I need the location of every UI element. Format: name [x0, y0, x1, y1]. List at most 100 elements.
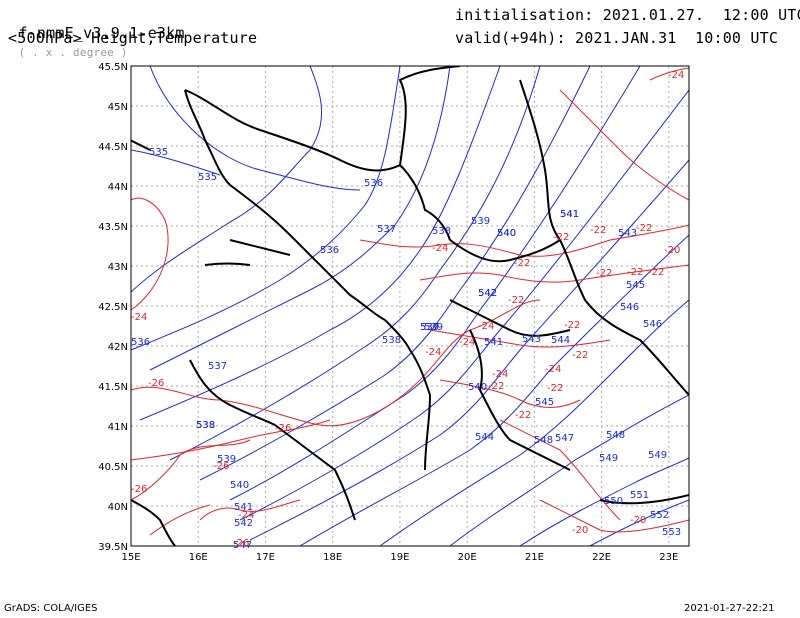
height-label: 544	[551, 335, 570, 346]
temp-label: -22	[596, 268, 612, 279]
lat-tick-label: 45.5N	[98, 62, 128, 73]
temperature-contours	[131, 67, 689, 536]
lon-tick-label: 16E	[189, 552, 208, 563]
temp-label: -22	[572, 350, 588, 361]
height-contour-labels: 535 535 536 536 537 538 539 540 541 543 …	[131, 147, 681, 551]
height-label: 539	[420, 322, 439, 333]
height-label: 543	[522, 334, 541, 345]
height-label: 548	[606, 430, 625, 441]
temp-label: -20	[664, 245, 680, 256]
height-label: 543	[618, 228, 637, 239]
lat-tick-label: 39.5N	[98, 542, 128, 553]
temp-label: -26	[148, 378, 164, 389]
lat-tick-label: 43.5N	[98, 222, 128, 233]
temp-label: -24	[238, 510, 254, 521]
lon-tick-label: 20E	[458, 552, 477, 563]
temp-label: -22	[514, 258, 530, 269]
height-label: 546	[620, 302, 639, 313]
temp-label: -26	[233, 538, 249, 549]
lon-tick-label: 18E	[323, 552, 342, 563]
temp-label: -24	[131, 312, 147, 323]
height-label: 537	[377, 224, 396, 235]
lon-tick-label: 19E	[390, 552, 409, 563]
height-label: 537	[420, 322, 439, 333]
height-label: 539	[217, 454, 236, 465]
temp-label: -24	[545, 364, 561, 375]
height-label: 538	[382, 335, 401, 346]
temp-label: -22	[590, 225, 606, 236]
lon-tick-label: 17E	[256, 552, 275, 563]
lon-tick-label: 15E	[121, 552, 140, 563]
temp-label: -22	[508, 295, 524, 306]
height-label: 537	[208, 361, 227, 372]
height-label: 541	[484, 337, 503, 348]
lon-tick-label: 22E	[592, 552, 611, 563]
height-label: 549	[648, 450, 667, 461]
height-label: 544	[475, 432, 494, 443]
height-label: 538	[196, 420, 215, 431]
footer-credit: GrADS: COLA/IGES	[4, 603, 98, 614]
height-label: 540	[497, 228, 516, 239]
lat-tick-label: 44.5N	[98, 142, 128, 153]
lat-lon-grid	[131, 66, 689, 546]
height-label: 546	[643, 319, 662, 330]
map-background	[131, 66, 689, 546]
height-label: 539	[424, 322, 443, 333]
lon-tick-label: 21E	[525, 552, 544, 563]
height-label: 535	[198, 172, 217, 183]
height-label: 538	[432, 226, 451, 237]
height-label: 536	[131, 337, 150, 348]
valid-time: valid(+94h): 2021.JAN.31 10:00 UTC	[455, 29, 779, 47]
height-label: 539	[471, 216, 490, 227]
temp-label: -22	[648, 267, 664, 278]
lon-tick-labels: 15E 16E 17E 18E 19E 20E 21E 22E 23E	[121, 552, 678, 563]
lat-tick-label: 41.5N	[98, 382, 128, 393]
height-label: 545	[626, 280, 645, 291]
height-label: 547	[233, 540, 252, 551]
height-label: 542	[478, 288, 497, 299]
coastlines-borders	[131, 66, 689, 546]
temp-label: -22	[547, 383, 563, 394]
model-title: f-nmmE_v3.9.1-e3km ( . x . degree )	[0, 6, 185, 60]
lat-tick-label: 42.5N	[98, 302, 128, 313]
temp-label: -22	[564, 320, 580, 331]
temp-label: -24	[492, 369, 508, 380]
lat-tick-label: 40.5N	[98, 462, 128, 473]
height-label: 553	[662, 527, 681, 538]
temp-label: -22	[515, 410, 531, 421]
height-label: 536	[364, 178, 383, 189]
temp-label: -24	[478, 321, 494, 332]
height-label: 541	[234, 502, 253, 513]
temp-label: -20	[630, 515, 646, 526]
temp-label: -24	[425, 347, 441, 358]
height-label: 542	[478, 288, 497, 299]
height-label: 535	[149, 147, 168, 158]
lat-tick-label: 42N	[108, 342, 128, 353]
height-label: 542	[234, 518, 253, 529]
height-label: 551	[630, 490, 649, 501]
temp-label: -20	[572, 525, 588, 536]
height-label: 538	[196, 420, 215, 431]
temp-label: -26	[131, 484, 147, 495]
height-label: 541	[560, 209, 579, 220]
temp-label: -26	[213, 461, 229, 472]
height-label: 552	[650, 510, 669, 521]
height-contours	[131, 66, 689, 546]
temp-label: -22	[553, 232, 569, 243]
height-label: 540	[230, 480, 249, 491]
height-label: 547	[555, 433, 574, 444]
lon-tick-label: 23E	[659, 552, 678, 563]
height-label: 550	[604, 496, 623, 507]
height-label: 540	[497, 228, 516, 239]
lat-tick-label: 43N	[108, 262, 128, 273]
height-label: 536	[320, 245, 339, 256]
projection-note: ( . x . degree )	[18, 46, 128, 59]
temp-label: -22	[488, 381, 504, 392]
lat-tick-labels: 39.5N 40N 40.5N 41N 41.5N 42N 42.5N 43N 43.5N 44N…	[98, 62, 128, 553]
temp-label: -24	[668, 70, 684, 81]
height-label: 540	[468, 382, 487, 393]
temperature-contour-labels: -24 -22 -22 -22 -22 -22 -22 -22 -20 -24 …	[131, 70, 684, 549]
temp-label: -22	[636, 223, 652, 234]
footer-timestamp: 2021-01-27-22:21	[684, 603, 775, 614]
